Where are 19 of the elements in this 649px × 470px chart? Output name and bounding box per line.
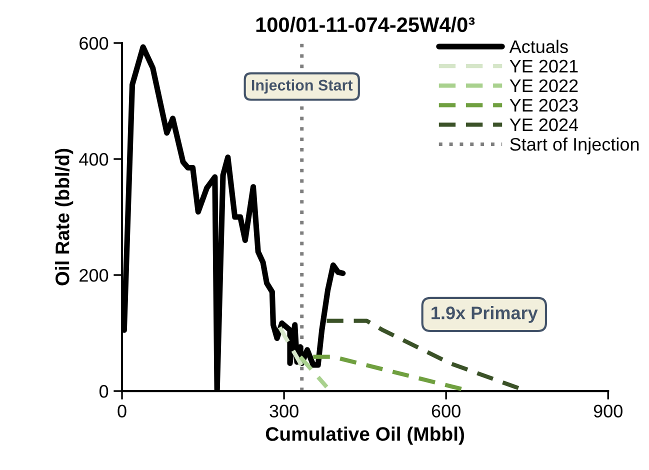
x-tick-label: 0 [118, 404, 126, 418]
annotation: 1.9x Primary [432, 306, 538, 323]
y-tick-label: 600 [80, 36, 108, 50]
y-axis-title: Oil Rate (bbl/d) [55, 148, 74, 286]
x-tick-label: 900 [594, 404, 622, 418]
legend-label: YE 2022 [510, 79, 578, 92]
chart-title: 100/01-11-074-25W4/0³ [256, 16, 475, 32]
y-tick-label: 400 [79, 152, 108, 166]
x-axis-title: Cumulative Oil (Mbbl) [266, 426, 464, 445]
legend-label: Actuals [509, 40, 568, 54]
legend-label: YE 2021 [510, 60, 578, 73]
annotation: Injection Start [252, 79, 353, 94]
x-tick-label: 600 [432, 404, 460, 418]
legend-label: YE 2023 [510, 98, 578, 112]
y-tick-label: 0 [99, 384, 108, 398]
x-tick-label: 300 [270, 404, 298, 418]
legend-label: Start of Injection [510, 137, 639, 154]
legend-label: YE 2024 [510, 118, 578, 132]
y-tick-label: 200 [80, 268, 108, 282]
